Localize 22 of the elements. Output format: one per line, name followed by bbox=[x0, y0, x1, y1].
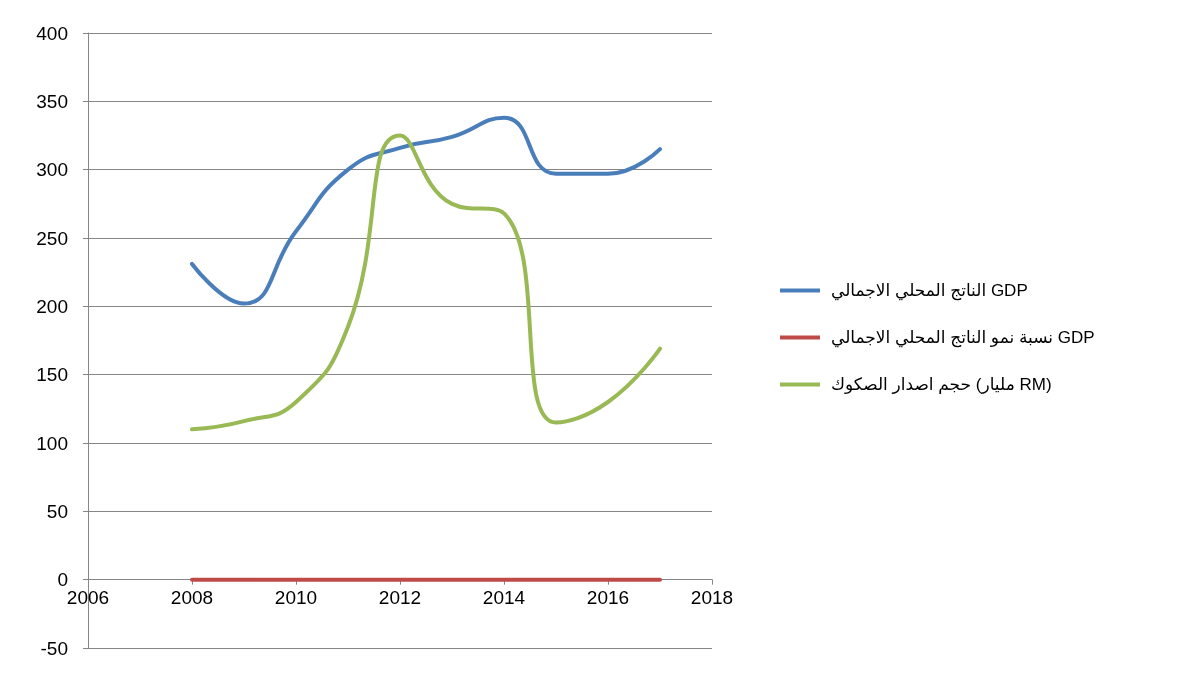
y-tick-label: -50 bbox=[40, 637, 68, 659]
legend-label: حجم اصدار الصكوك (مليار RM) bbox=[831, 375, 1052, 395]
y-tick-label: 250 bbox=[36, 227, 68, 249]
y-tick-label: 0 bbox=[57, 569, 68, 591]
y-tick-label: 400 bbox=[36, 22, 68, 44]
legend-label: الناتج المحلي الاجمالي GDP bbox=[831, 281, 1028, 301]
y-tick-label: 350 bbox=[36, 90, 68, 112]
y-tick-label: 100 bbox=[36, 432, 68, 454]
x-tick-label: 2006 bbox=[66, 586, 110, 608]
line-series bbox=[190, 115, 662, 306]
y-tick-label: 50 bbox=[46, 500, 68, 522]
line-series bbox=[190, 133, 662, 432]
y-tick-label: 300 bbox=[36, 159, 68, 181]
x-tick-label: 2014 bbox=[482, 586, 526, 608]
x-tick-label: 2010 bbox=[274, 586, 318, 608]
y-tick-label: 150 bbox=[36, 364, 68, 386]
x-tick-label: 2012 bbox=[378, 586, 422, 608]
y-tick-label: 200 bbox=[36, 295, 68, 317]
x-tick-label: 2008 bbox=[170, 586, 214, 608]
legend-label: نسبة نمو الناتج المحلي الاجمالي GDP bbox=[831, 328, 1095, 348]
x-tick-label: 2016 bbox=[586, 586, 630, 608]
x-tick-label: 2018 bbox=[690, 586, 734, 608]
